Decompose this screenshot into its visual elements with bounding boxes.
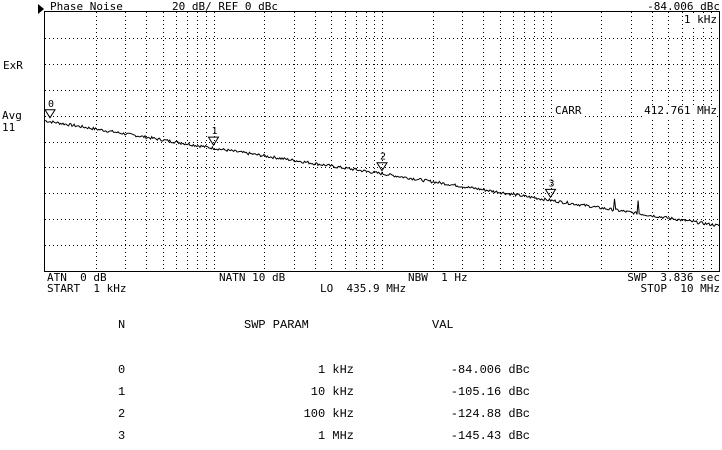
averaging-count: 11: [2, 121, 16, 134]
table-header-val: VAL: [432, 318, 454, 332]
table-row-0-n: 0: [118, 363, 126, 377]
exr-label: ExR: [3, 59, 23, 72]
table-row-2-param: 100 kHz: [303, 407, 354, 421]
marker-amplitude-readout: -84.006 dBc: [647, 0, 720, 13]
table-row-0-param: 1 kHz: [317, 363, 354, 377]
attenuation-label: ATN 0 dB: [47, 271, 107, 284]
scale-reference-label: 20 dB/ REF 0 dBc: [172, 0, 278, 13]
marker-0-icon: [44, 109, 56, 119]
table-row-2-val: -124.88 dBc: [450, 407, 530, 421]
marker-3-icon: [544, 188, 557, 199]
table-header-swp-param: SWP PARAM: [244, 318, 309, 332]
carrier-label: CARR: [555, 104, 582, 117]
table-row-1-val: -105.16 dBc: [450, 385, 530, 399]
table-row-1-n: 1: [118, 385, 126, 399]
marker-2-icon: [376, 162, 388, 172]
start-frequency-label: START 1 kHz: [47, 282, 127, 295]
active-trace-pointer-icon: [38, 4, 44, 14]
averaging-label: Avg: [2, 109, 22, 122]
trace-mode-label: Phase Noise: [50, 0, 123, 13]
marker-0-label: 0: [48, 99, 54, 110]
lo-frequency-label: LO 435.9 MHz: [320, 282, 407, 295]
phase-noise-trace: [45, 120, 720, 227]
noise-attenuation-label: NATN 10 dB: [219, 271, 286, 284]
phase-noise-plot[interactable]: 0 1 2 3 1 kHz CARR 412.761 MHz: [44, 11, 720, 272]
sweep-time-label: SWP 3.836 sec: [627, 271, 720, 284]
marker-3-label: 3: [549, 178, 555, 189]
table-row-3-n: 3: [118, 429, 126, 443]
table-row-2-n: 2: [118, 407, 126, 421]
noise-bandwidth-label: NBW 1 Hz: [408, 271, 468, 284]
carrier-frequency-value: 412.761 MHz: [644, 104, 717, 117]
plot-canvas: 0 1 2 3: [44, 12, 720, 271]
table-row-3-val: -145.43 dBc: [450, 429, 530, 443]
table-header-n: N: [118, 318, 126, 332]
table-row-1-param: 10 kHz: [310, 385, 354, 399]
marker-1-label: 1: [212, 126, 218, 137]
marker-frequency-readout: 1 kHz: [683, 13, 717, 26]
marker-1-icon: [207, 136, 220, 147]
stop-frequency-label: STOP 10 MHz: [640, 282, 720, 295]
table-row-3-param: 1 MHz: [317, 429, 354, 443]
marker-2-label: 2: [380, 152, 386, 163]
table-row-0-val: -84.006 dBc: [450, 363, 530, 377]
